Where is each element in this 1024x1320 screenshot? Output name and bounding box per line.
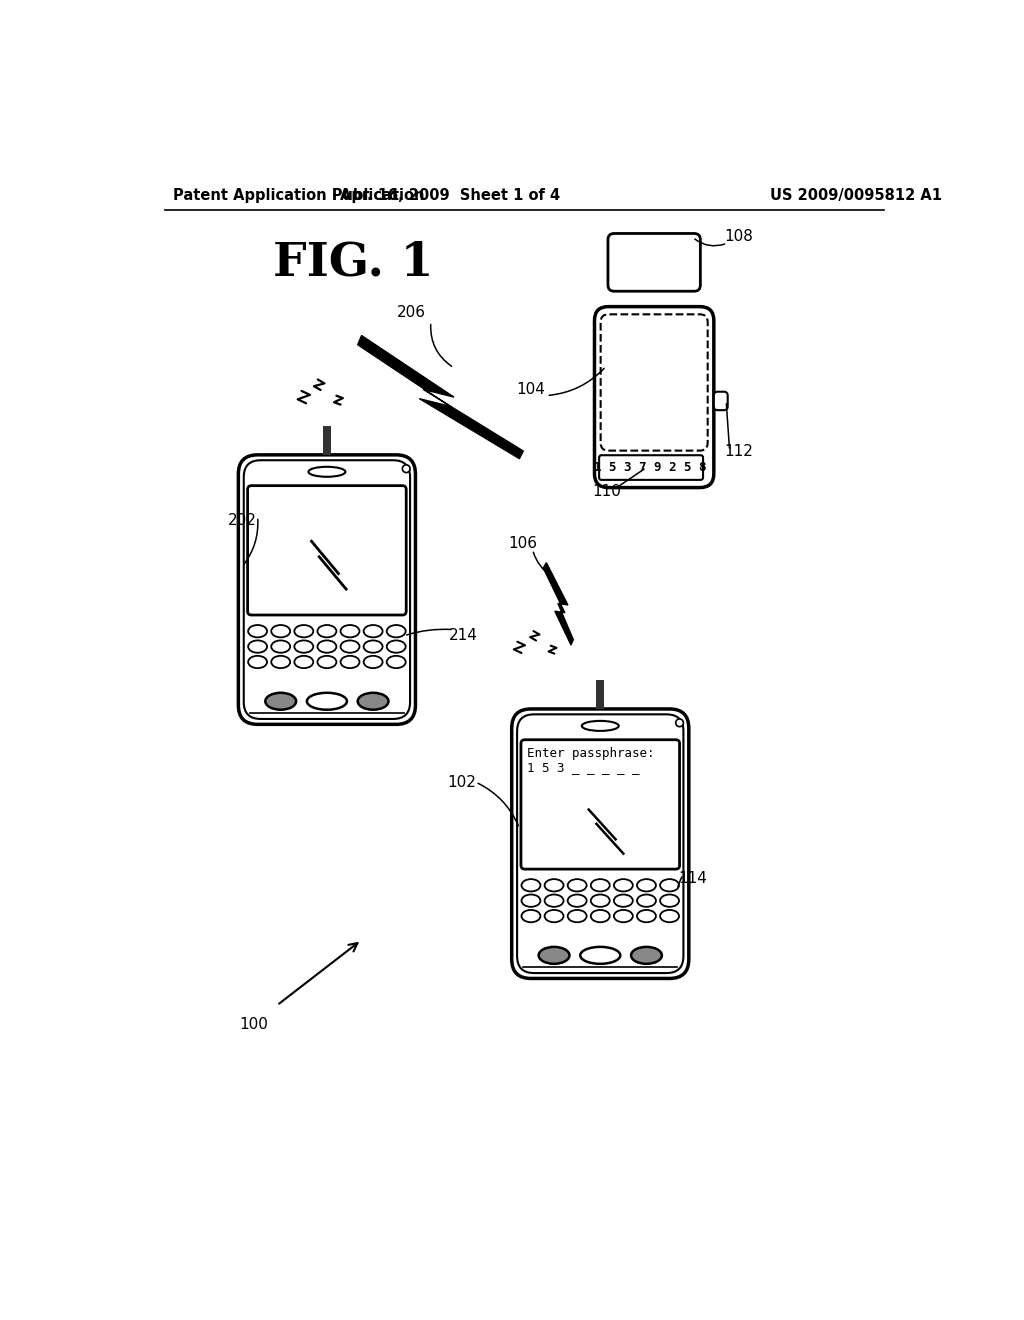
Ellipse shape [317,656,336,668]
Ellipse shape [364,626,383,638]
Ellipse shape [637,895,656,907]
Text: 102: 102 [447,775,476,789]
Ellipse shape [357,693,388,710]
Ellipse shape [294,640,313,653]
Ellipse shape [581,946,621,964]
FancyBboxPatch shape [244,461,410,719]
Ellipse shape [271,656,290,668]
Circle shape [676,719,683,726]
Text: Patent Application Publication: Patent Application Publication [173,187,424,203]
Ellipse shape [271,626,290,638]
Text: 206: 206 [397,305,426,319]
Ellipse shape [387,626,406,638]
Text: 100: 100 [240,1018,268,1032]
Ellipse shape [591,879,609,891]
Text: Enter passphrase:: Enter passphrase: [527,747,654,760]
Ellipse shape [637,879,656,891]
Ellipse shape [582,721,618,731]
Polygon shape [357,335,523,459]
Ellipse shape [248,640,267,653]
FancyBboxPatch shape [239,455,416,725]
FancyBboxPatch shape [601,314,708,450]
Ellipse shape [614,909,633,923]
Text: 108: 108 [724,230,754,244]
Ellipse shape [341,626,359,638]
Ellipse shape [591,895,609,907]
Ellipse shape [387,640,406,653]
Ellipse shape [387,656,406,668]
Text: 214: 214 [449,628,477,643]
Ellipse shape [545,895,563,907]
Ellipse shape [521,895,541,907]
Ellipse shape [294,626,313,638]
Ellipse shape [660,879,679,891]
Ellipse shape [265,693,296,710]
Ellipse shape [308,467,345,477]
Ellipse shape [248,626,267,638]
FancyBboxPatch shape [512,709,689,978]
Ellipse shape [567,895,587,907]
FancyBboxPatch shape [595,306,714,487]
FancyBboxPatch shape [599,455,703,480]
Ellipse shape [637,909,656,923]
Ellipse shape [364,656,383,668]
FancyBboxPatch shape [714,392,728,411]
Text: 106: 106 [509,536,538,550]
Ellipse shape [271,640,290,653]
Ellipse shape [660,909,679,923]
Ellipse shape [341,640,359,653]
Text: 112: 112 [724,444,754,458]
FancyBboxPatch shape [521,739,680,869]
Ellipse shape [614,895,633,907]
Ellipse shape [521,909,541,923]
Ellipse shape [545,879,563,891]
Text: 110: 110 [592,483,621,499]
Ellipse shape [294,656,313,668]
Ellipse shape [614,879,633,891]
Ellipse shape [660,895,679,907]
Text: 114: 114 [678,871,708,886]
Ellipse shape [248,656,267,668]
Text: 104: 104 [516,381,546,397]
Ellipse shape [545,909,563,923]
Ellipse shape [567,909,587,923]
Ellipse shape [521,879,541,891]
Ellipse shape [591,909,609,923]
FancyBboxPatch shape [248,486,407,615]
Ellipse shape [364,640,383,653]
Circle shape [402,465,410,473]
Ellipse shape [539,946,569,964]
Ellipse shape [307,693,347,710]
Text: 1 5 3 7 9 2 5 8: 1 5 3 7 9 2 5 8 [594,461,707,474]
Text: US 2009/0095812 A1: US 2009/0095812 A1 [770,187,942,203]
Text: Apr. 16, 2009  Sheet 1 of 4: Apr. 16, 2009 Sheet 1 of 4 [340,187,560,203]
Ellipse shape [317,640,336,653]
Text: 202: 202 [227,512,257,528]
Ellipse shape [567,879,587,891]
Ellipse shape [341,656,359,668]
Bar [323,425,331,455]
Text: FIG. 1: FIG. 1 [273,239,433,285]
FancyBboxPatch shape [517,714,683,973]
Polygon shape [544,562,573,645]
Text: 1 5 3 _ _ _ _ _: 1 5 3 _ _ _ _ _ [527,762,640,775]
FancyBboxPatch shape [608,234,700,292]
Ellipse shape [317,626,336,638]
Ellipse shape [631,946,662,964]
Bar [596,680,604,709]
